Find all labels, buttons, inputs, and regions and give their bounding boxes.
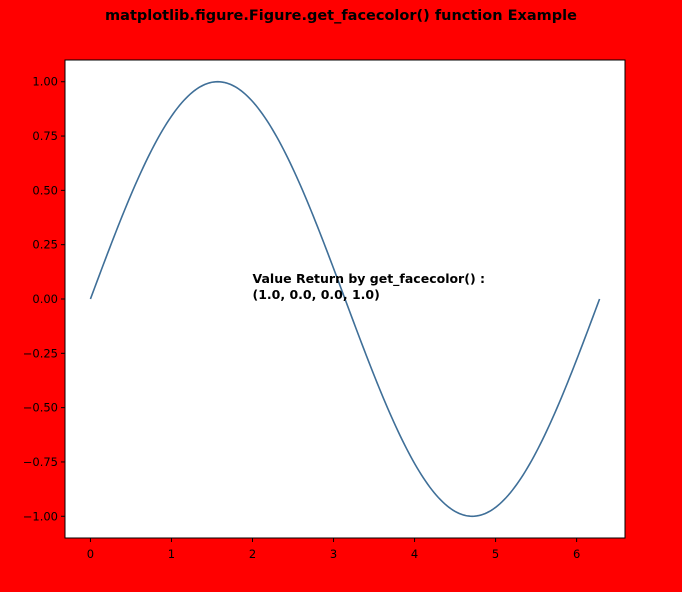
y-tick-label: 0.75 [32,129,58,143]
y-tick-label: −1.00 [23,509,58,523]
axes-frame [64,59,626,539]
annotation-line-1: Value Return by get_facecolor() : [253,271,486,287]
x-tick-label: 1 [168,547,175,561]
y-tick-label: 1.00 [32,75,58,89]
chart-title: matplotlib.figure.Figure.get_facecolor()… [105,8,577,24]
y-tick-label: 0.25 [32,238,58,252]
series-line-0 [89,80,601,518]
x-tick-label: 6 [573,547,580,561]
x-tick-label: 2 [249,547,256,561]
series-layer [89,80,601,518]
x-tick-label: 4 [411,547,418,561]
x-tick-label: 3 [330,547,337,561]
annotation: Value Return by get_facecolor() : (1.0, … [253,271,486,302]
y-tick-label: 0.50 [32,183,58,197]
y-tick-label: −0.50 [23,401,58,415]
x-tick-label: 5 [492,547,499,561]
x-tick-label: 0 [87,547,94,561]
y-tick-label: 0.00 [32,292,58,306]
y-tick-label: −0.75 [23,455,58,469]
annotation-line-2: (1.0, 0.0, 0.0, 1.0) [253,287,380,302]
y-tick-label: −0.25 [23,346,58,360]
ticks-layer: 0 1 2 3 4 5 6 1.00 0.75 0.50 0.25 0.00 −0.25 −0.50 −0.… [23,75,581,561]
